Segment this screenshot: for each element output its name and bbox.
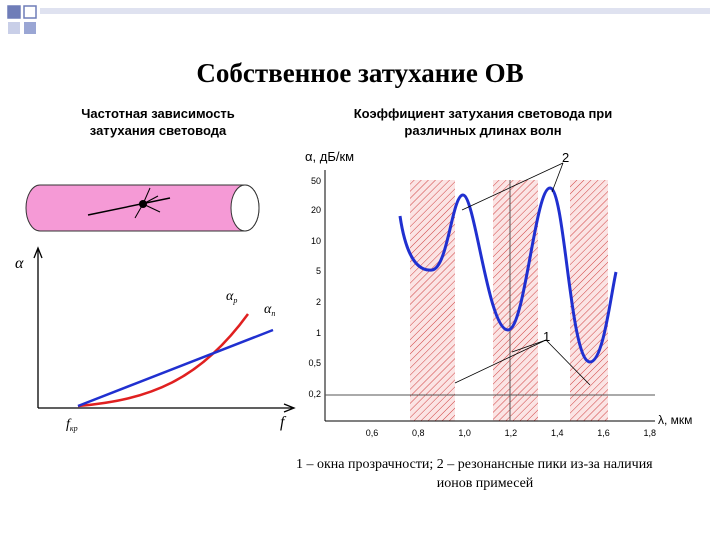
curve-label: αр <box>226 289 237 305</box>
x-tick-label: 0,6 <box>366 428 379 438</box>
left-axes <box>33 246 296 413</box>
leader-lines <box>454 162 591 386</box>
x-tick-label: 0,8 <box>412 428 425 438</box>
caption: 1 – окна прозрачности; 2 – резонансные п… <box>296 457 653 472</box>
x-tick-label: 1,0 <box>458 428 471 438</box>
y-tick-labels: 50 20 10 5 2 1 0,5 0,2 <box>308 176 321 399</box>
curve-scattering <box>77 313 250 408</box>
x-tick-labels: 0,6 0,8 1,0 1,2 1,4 1,6 1,8 <box>366 428 656 438</box>
panel-title: затухания световода <box>90 123 227 138</box>
callout: 1 <box>543 329 550 344</box>
x-tick-label: 1,8 <box>644 428 657 438</box>
panel-title: Коэффициент затухания световода при <box>354 106 612 121</box>
axis-label: α, дБ/км <box>305 149 354 164</box>
y-tick-label: 50 <box>311 176 321 186</box>
axis-label: fкр <box>66 417 78 433</box>
x-tick-label: 1,2 <box>505 428 518 438</box>
y-tick-label: 0,5 <box>308 358 321 368</box>
axis-label: λ, мкм <box>658 413 692 427</box>
y-tick-label: 20 <box>311 205 321 215</box>
panel-title: различных длинах волн <box>404 123 561 138</box>
label-sub: р <box>232 296 237 305</box>
panel-title: Частотная зависимость <box>81 106 235 121</box>
axis-label: α <box>15 255 24 272</box>
slide-title: Собственное затухание ОВ <box>196 58 523 88</box>
y-tick-label: 0,2 <box>308 389 321 399</box>
y-tick-label: 2 <box>316 297 321 307</box>
curve-absorption <box>77 328 274 408</box>
y-tick-label: 10 <box>311 236 321 246</box>
right-axes <box>324 170 655 422</box>
label-sub: кр <box>70 424 78 433</box>
fiber <box>25 184 260 232</box>
x-tick-label: 1,4 <box>551 428 564 438</box>
x-tick-label: 1,6 <box>597 428 610 438</box>
y-tick-label: 5 <box>316 266 321 276</box>
label-main: α <box>226 289 234 304</box>
label-main: α <box>264 302 272 317</box>
attenuation-curve <box>398 186 618 364</box>
axis-label: f <box>280 414 287 431</box>
callout: 2 <box>562 150 569 165</box>
y-tick-label: 1 <box>316 328 321 338</box>
caption: ионов примесей <box>437 476 534 491</box>
label-main: f <box>66 417 72 432</box>
decoration <box>7 5 710 34</box>
curve-label: αп <box>264 302 275 318</box>
label-sub: п <box>271 309 275 318</box>
bands <box>410 180 608 421</box>
